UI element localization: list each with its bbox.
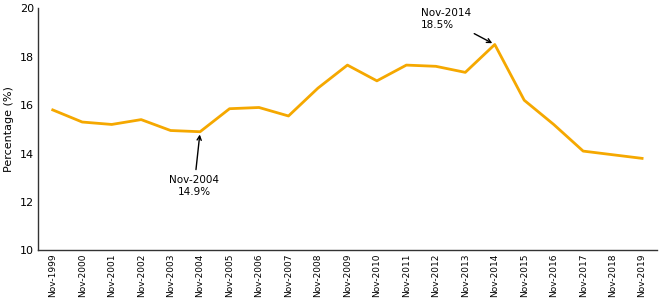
Text: Nov-2004
14.9%: Nov-2004 14.9%	[169, 136, 219, 197]
Text: Nov-2014
18.5%: Nov-2014 18.5%	[421, 8, 491, 42]
Y-axis label: Percentage (%): Percentage (%)	[4, 86, 14, 172]
